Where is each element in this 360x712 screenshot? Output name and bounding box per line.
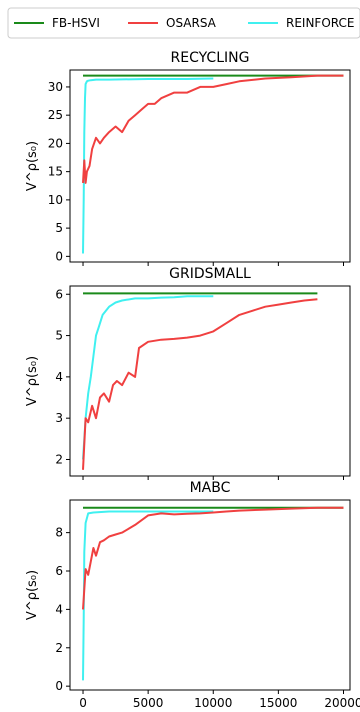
y-tick-label: 5: [55, 329, 63, 343]
y-tick-label: 6: [55, 287, 63, 301]
x-tick-label: 5000: [133, 696, 164, 710]
legend-box: [7, 7, 360, 39]
y-tick-label: 0: [55, 679, 63, 693]
panels: RECYCLING051015202530V^ρ(s₀)GRIDSMALL234…: [25, 50, 360, 710]
panel-title: GRIDSMALL: [169, 266, 251, 282]
y-tick-label: 3: [55, 411, 63, 425]
x-tick-label: 0: [79, 696, 87, 710]
y-tick-label: 0: [55, 249, 63, 263]
y-tick-label: 6: [55, 564, 63, 578]
plot-frame: [69, 69, 351, 263]
chart-panel: RECYCLING 0 5 10 15 20 25 30 V^ρ(s₀): [25, 50, 351, 266]
y-tick-label: 8: [55, 526, 63, 540]
series-group: [82, 292, 318, 470]
series-line: [82, 74, 344, 184]
y-axis-label: V^ρ(s₀): [25, 570, 40, 620]
y-axis-label: V^ρ(s₀): [25, 356, 40, 406]
series-line: [82, 295, 214, 460]
legend-label: OSARSA: [166, 16, 217, 30]
chart-panel: MABC 0 2 4 6 8 0 5000 10000 15000 20000 V^ρ(s₀): [25, 480, 360, 710]
y-tick-label: 4: [55, 602, 63, 616]
series-group: [82, 506, 344, 681]
plot-frame: [69, 499, 351, 691]
y-tick-label: 10: [48, 193, 63, 207]
y-tick-label: 20: [48, 136, 63, 150]
y-tick-label: 5: [55, 221, 63, 235]
panel-title: MABC: [190, 480, 231, 496]
series-line: [82, 77, 214, 254]
series-line: [82, 506, 344, 610]
x-tick-label: 20000: [324, 696, 360, 710]
series-group: [82, 74, 344, 254]
series-line: [82, 510, 214, 681]
y-tick-label: 30: [48, 80, 63, 94]
legend-label: FB-HSVI: [52, 16, 100, 30]
y-tick-label: 15: [48, 165, 63, 179]
chart-panel: GRIDSMALL 2 3 4 5 6 V^ρ(s₀): [25, 266, 351, 480]
y-axis-label: V^ρ(s₀): [25, 141, 40, 191]
legend-label: REINFORCE: [286, 16, 354, 30]
series-line: [82, 298, 318, 470]
y-tick-label: 4: [55, 370, 63, 384]
y-tick-label: 2: [55, 452, 63, 466]
panel-title: RECYCLING: [171, 50, 250, 66]
plot-frame: [69, 285, 351, 477]
y-tick-label: 2: [55, 641, 63, 655]
x-tick-label: 15000: [259, 696, 297, 710]
legend: FB-HSVI OSARSA REINFORCE: [7, 7, 360, 39]
x-tick-label: 10000: [194, 696, 232, 710]
y-tick-label: 25: [48, 108, 63, 122]
